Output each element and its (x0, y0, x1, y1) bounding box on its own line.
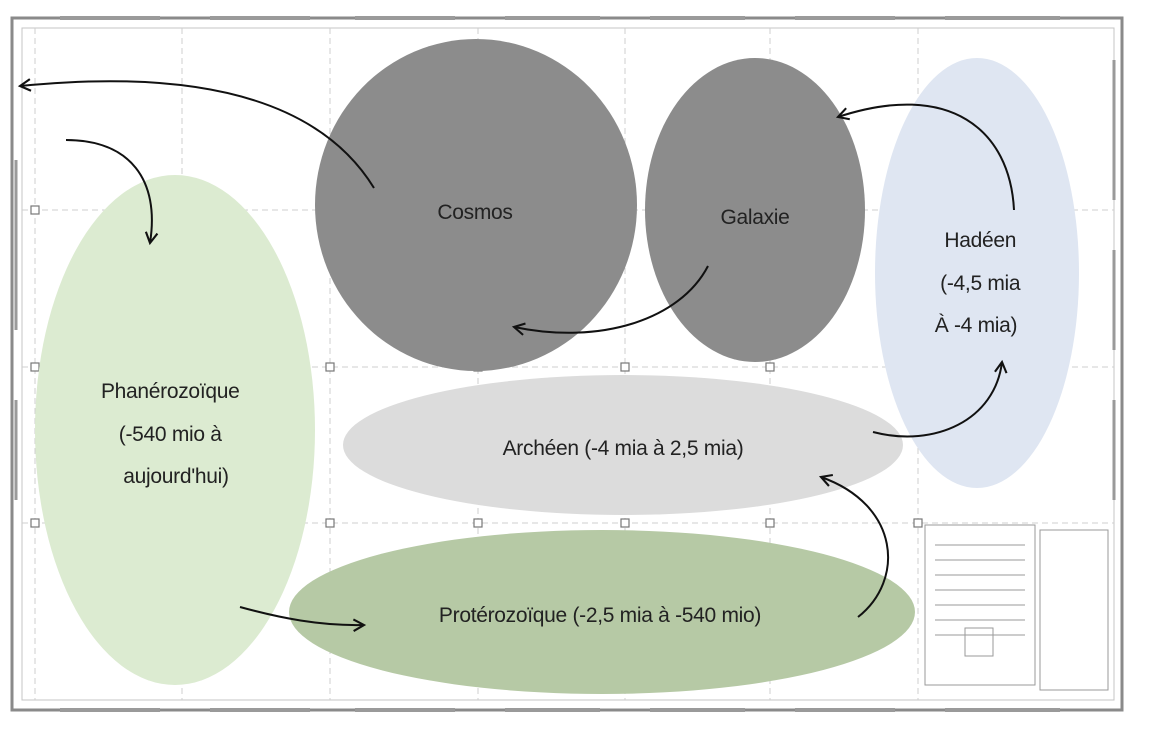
phanerozoique-label: Phanérozoïque (-540 mio à aujourd'hui) (101, 380, 245, 488)
sequence-arrows (17, 78, 1015, 632)
window-marks (14, 16, 1116, 712)
cosmos-label: Cosmos (437, 201, 512, 224)
region-cosmos (315, 39, 637, 371)
arrow-galaxie-to-cosmos (511, 265, 709, 336)
arrow-proterozoique-to-archeen (818, 473, 890, 618)
region-phanerozoique (35, 175, 315, 685)
region-galaxie (645, 58, 865, 362)
arrow-hadeen-to-galaxie (835, 103, 1015, 211)
phanerozoique-label-line-1: Phanérozoïque (101, 380, 240, 403)
hadeen-label-line-2: (-4,5 mia (940, 272, 1021, 295)
arrow-cosmos-to-left-edge (17, 78, 375, 189)
hadeen-label: Hadéen (-4,5 mia À -4 mia) (935, 229, 1026, 337)
inner-wall (21, 27, 1115, 701)
phanerozoique-label-line-2: (-540 mio à (119, 423, 223, 446)
arrow-phanerozoique-to-proterozoique (239, 606, 367, 632)
region-archeen (343, 375, 903, 515)
arrow-archeen-to-hadeen (872, 359, 1008, 438)
stairwell (924, 524, 1109, 691)
proterozoique-label: Protérozoïque (-2,5 mia à -540 mio) (439, 604, 761, 627)
hadeen-label-line-1: Hadéen (944, 229, 1016, 252)
hadeen-label-line-3: À -4 mia) (935, 314, 1017, 337)
archeen-label: Archéen (-4 mia à 2,5 mia) (503, 437, 744, 460)
phanerozoique-label-line-3: aujourd'hui) (123, 465, 228, 488)
arrow-left-to-phanerozoique (65, 139, 159, 246)
region-proterozoique (289, 530, 915, 694)
region-hadeen (875, 58, 1079, 488)
galaxie-label: Galaxie (720, 206, 789, 229)
